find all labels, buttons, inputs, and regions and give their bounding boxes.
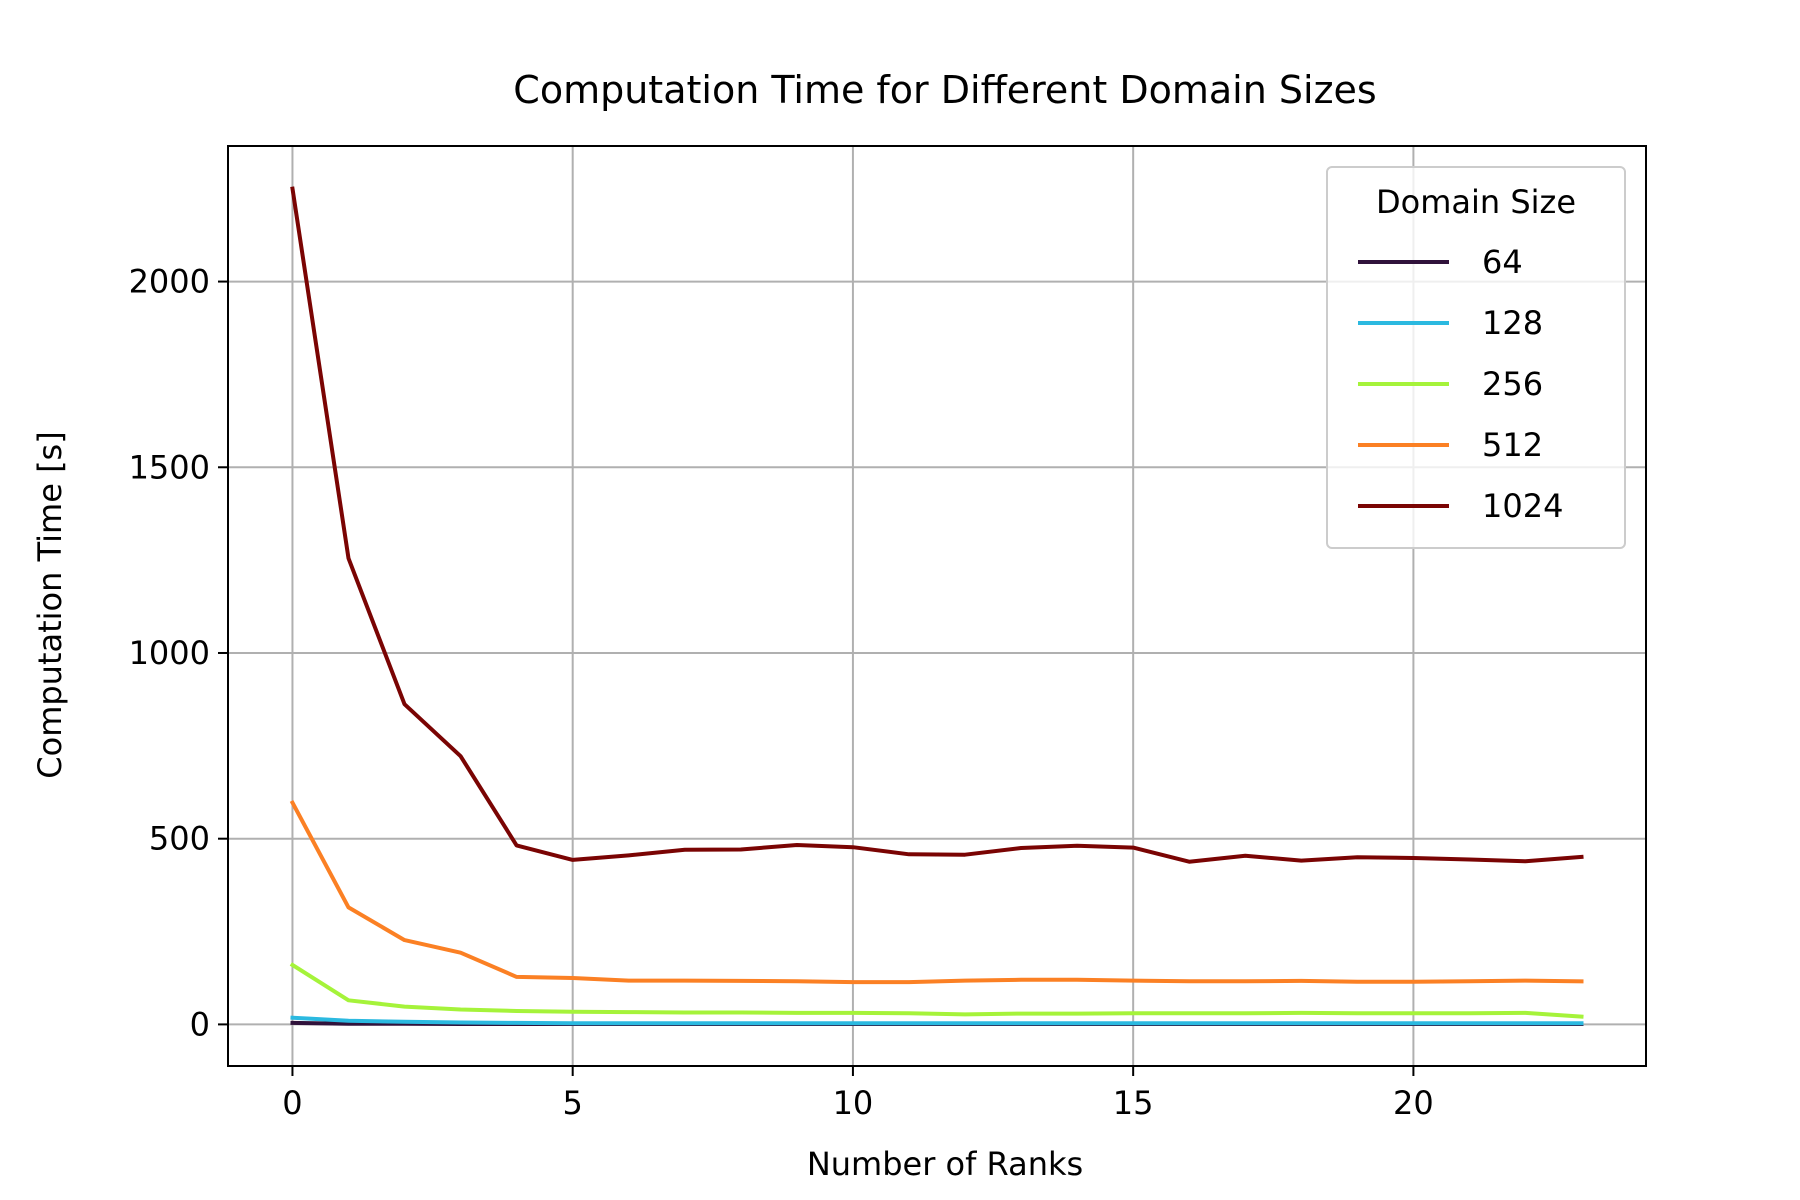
series-line-1024: [290, 186, 1584, 864]
y-tick-label: 500: [149, 820, 210, 858]
legend-entry-1024: 1024: [1358, 487, 1563, 525]
y-tick-label: 0: [190, 1005, 210, 1043]
y-tick-label: 1500: [129, 448, 210, 486]
legend-label: 128: [1482, 304, 1543, 342]
series-lines: [289, 186, 1584, 1026]
x-tick-label: 0: [282, 1084, 302, 1122]
y-axis-label: Computation Time [s]: [31, 431, 69, 778]
legend-label: 256: [1482, 365, 1543, 403]
x-tick-label: 20: [1393, 1084, 1434, 1122]
series-line-256: [289, 962, 1584, 1019]
series-512: [289, 799, 1584, 985]
y-tick-label: 1000: [129, 634, 210, 672]
x-tick-label: 5: [563, 1084, 583, 1122]
series-128: [290, 1015, 1584, 1026]
legend-entry-512: 512: [1358, 426, 1543, 464]
legend-entry-128: 128: [1358, 304, 1543, 342]
legend-label: 1024: [1482, 487, 1563, 525]
series-256: [289, 962, 1584, 1019]
legend-box: [1326, 166, 1626, 549]
legend: Domain Size 64 128 256 512 1024: [1326, 166, 1626, 549]
y-axis-ticks: 0 500 1000 1500 2000: [129, 263, 228, 1043]
series-line-128: [290, 1015, 1584, 1026]
chart-title: Computation Time for Different Domain Si…: [513, 68, 1376, 112]
legend-entry-256: 256: [1358, 365, 1543, 403]
x-axis-label: Number of Ranks: [807, 1145, 1083, 1183]
x-tick-label: 15: [1113, 1084, 1154, 1122]
series-1024: [290, 186, 1584, 864]
legend-entry-64: 64: [1358, 243, 1523, 281]
plot-frame: [227, 145, 1647, 1067]
legend-title: Domain Size: [1376, 183, 1576, 221]
legend-label: 512: [1482, 426, 1543, 464]
y-tick-label: 2000: [129, 263, 210, 301]
legend-entries: 64 128 256 512 1024: [1358, 243, 1563, 525]
x-axis-ticks: 0 5 10 15 20: [282, 1066, 1434, 1122]
legend-label: 64: [1482, 243, 1523, 281]
series-line-512: [289, 799, 1584, 985]
x-tick-label: 10: [833, 1084, 874, 1122]
